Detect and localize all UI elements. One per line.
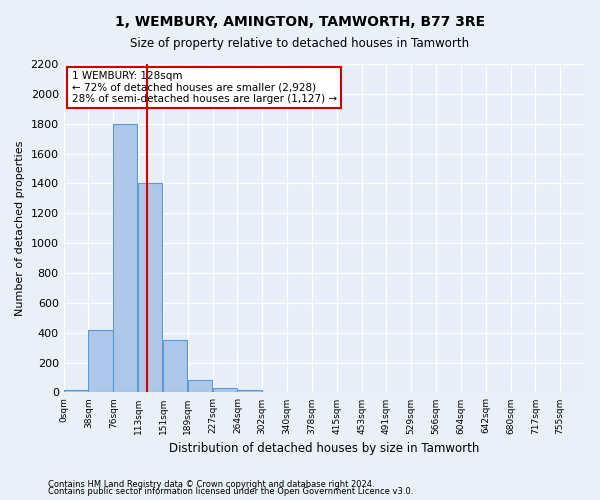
Bar (138, 184, 162, 392)
Text: 1 WEMBURY: 128sqm
← 72% of detached houses are smaller (2,928)
28% of semi-detac: 1 WEMBURY: 128sqm ← 72% of detached hous… (71, 70, 337, 104)
Bar (238, 390, 262, 392)
Text: Contains HM Land Registry data © Crown copyright and database right 2024.: Contains HM Land Registry data © Crown c… (48, 480, 374, 489)
Y-axis label: Number of detached properties: Number of detached properties (15, 140, 25, 316)
Text: Size of property relative to detached houses in Tamworth: Size of property relative to detached ho… (130, 38, 470, 51)
Bar (188, 380, 212, 392)
Bar (64, 390, 88, 392)
Bar (113, 124, 137, 392)
Bar (212, 388, 236, 392)
Bar (88, 330, 113, 392)
X-axis label: Distribution of detached houses by size in Tamworth: Distribution of detached houses by size … (169, 442, 479, 455)
Bar (163, 340, 187, 392)
Text: Contains public sector information licensed under the Open Government Licence v3: Contains public sector information licen… (48, 487, 413, 496)
Text: 1, WEMBURY, AMINGTON, TAMWORTH, B77 3RE: 1, WEMBURY, AMINGTON, TAMWORTH, B77 3RE (115, 15, 485, 29)
